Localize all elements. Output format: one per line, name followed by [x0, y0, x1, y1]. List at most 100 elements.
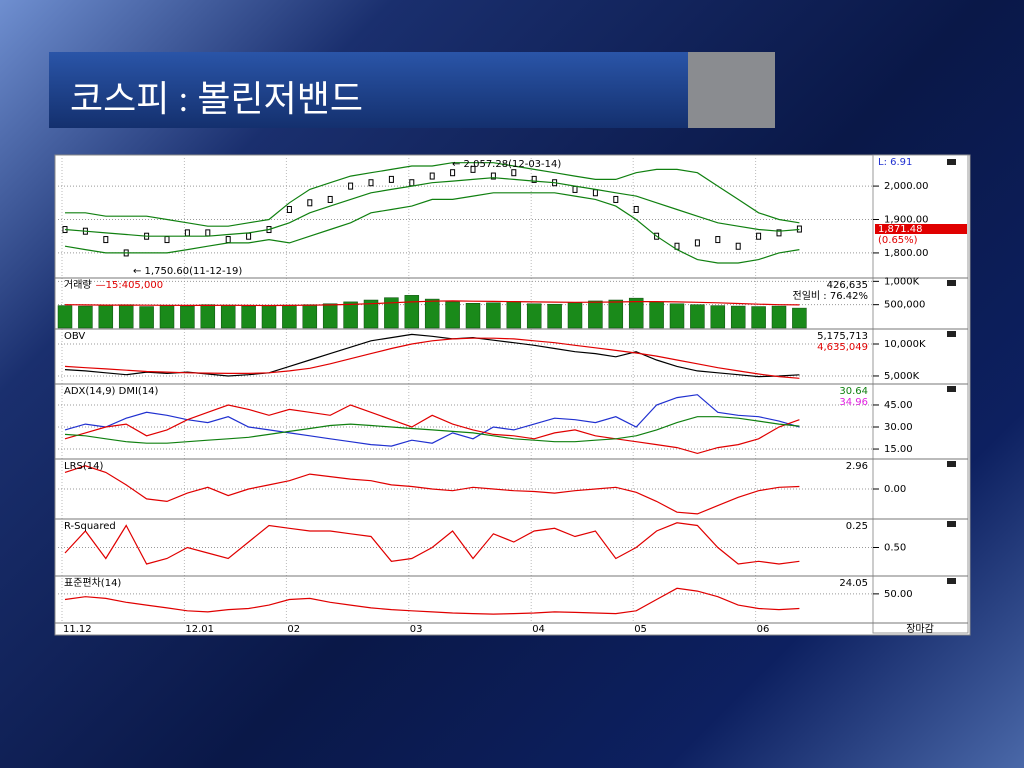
- readout: 0.25: [846, 521, 868, 532]
- series-line: [64, 416, 800, 444]
- price-candle: [613, 195, 619, 203]
- price-candle: [694, 239, 700, 247]
- volume-bar: [261, 305, 277, 329]
- volume-bar: [751, 306, 766, 329]
- price-candle: [735, 242, 741, 250]
- price-candle: [715, 236, 721, 244]
- x-tick-label: 11.12: [63, 624, 92, 635]
- readout: 4,635,049: [817, 342, 868, 353]
- price-candle: [511, 169, 517, 177]
- x-tick-label: 03: [410, 624, 423, 635]
- readout: 426,635: [827, 280, 868, 291]
- panel-button: [947, 578, 956, 584]
- price-candle: [103, 236, 109, 244]
- volume-bar: [465, 303, 481, 329]
- panel-button: [947, 461, 956, 467]
- volume-bar: [690, 304, 705, 329]
- y-tick-label: 0.00: [884, 484, 906, 495]
- volume-bar: [526, 303, 542, 329]
- volume-bar: [98, 304, 114, 329]
- price-candle: [592, 189, 598, 197]
- annotation: ← 2,057.28(12-03-14): [452, 159, 561, 170]
- volume-bar: [343, 301, 358, 329]
- y-tick-label: 1,900.00: [884, 215, 929, 226]
- volume-bar: [445, 301, 460, 329]
- panel-title: ADX(14,9) DMI(14): [64, 386, 159, 397]
- volume-bar: [57, 305, 73, 329]
- last-price-box: [875, 224, 967, 234]
- series-line: [64, 465, 800, 515]
- volume-bar: [730, 305, 746, 329]
- price-candle: [286, 205, 292, 213]
- volume-bar: [486, 302, 501, 329]
- series-line: [64, 333, 800, 378]
- change-label: (0.65%): [878, 235, 918, 246]
- volume-bar: [404, 295, 420, 329]
- volume-bar: [220, 304, 236, 329]
- y-tick-label: 50.00: [884, 589, 913, 600]
- price-candle: [184, 229, 190, 237]
- price-candle: [633, 205, 639, 213]
- readout: 34.96: [839, 397, 868, 408]
- slide-title: 코스피 : 볼린저밴드: [70, 79, 363, 119]
- volume-bar: [792, 307, 807, 329]
- right-axis-area: [872, 154, 969, 634]
- y-tick-label: 5,000K: [884, 371, 920, 382]
- series-line: [64, 192, 800, 264]
- volume-bar: [118, 304, 134, 329]
- price-candle: [756, 232, 762, 240]
- readout: 전일비 : 76.42%: [793, 290, 868, 302]
- y-tick-label: 2,000.00: [884, 181, 929, 192]
- series-line: [64, 177, 800, 237]
- x-tick-label: 12.01: [185, 624, 214, 635]
- volume-bar: [424, 298, 440, 329]
- volume-bar: [200, 304, 216, 329]
- volume-bar: [363, 299, 379, 329]
- volume-bar: [384, 297, 399, 329]
- panel-title: LRS(14): [64, 461, 103, 472]
- readout: 2.96: [846, 461, 868, 472]
- x-tick-label: 06: [757, 624, 770, 635]
- y-tick-label: 1,000K: [884, 276, 920, 287]
- title-bar: [49, 52, 688, 128]
- low-label: L: 6.91: [878, 157, 912, 168]
- price-candle: [572, 185, 578, 193]
- volume-bar: [608, 299, 624, 329]
- chart-frame: [54, 154, 971, 636]
- panel-button: [947, 159, 956, 165]
- price-candle: [225, 236, 231, 244]
- panel-title: 거래량: [64, 279, 92, 291]
- x-tick-label: 05: [634, 624, 647, 635]
- y-tick-label: 30.00: [884, 422, 913, 433]
- volume-bar: [771, 305, 787, 329]
- volume-bar: [567, 302, 583, 329]
- price-candle: [796, 225, 802, 233]
- last-price: 1,871.48: [878, 224, 923, 235]
- price-candle: [368, 179, 374, 187]
- volume-bar: [282, 304, 297, 329]
- volume-bar: [180, 305, 195, 329]
- price-candle: [388, 175, 394, 183]
- series-line: [64, 337, 800, 379]
- price-candle: [490, 172, 496, 180]
- panel-button: [947, 386, 956, 392]
- readout: 30.64: [839, 386, 868, 397]
- volume-bar: [139, 306, 154, 329]
- series-line: [64, 404, 800, 455]
- y-tick-label: 10,000K: [884, 339, 926, 350]
- panel-button: [947, 331, 956, 337]
- volume-bar: [322, 303, 338, 329]
- panel-title: 표준편차(14): [64, 577, 121, 589]
- volume-bar: [588, 300, 603, 329]
- volume-bar: [547, 303, 562, 329]
- series-line: [64, 300, 800, 307]
- closing-label: 장마감: [906, 623, 934, 635]
- readout: 24.05: [839, 578, 868, 589]
- series-line: [64, 587, 800, 615]
- series-line: [64, 522, 800, 565]
- volume-bar: [302, 304, 318, 329]
- volume-bar: [628, 297, 644, 329]
- panel-title-note: —15:405,000: [96, 280, 163, 291]
